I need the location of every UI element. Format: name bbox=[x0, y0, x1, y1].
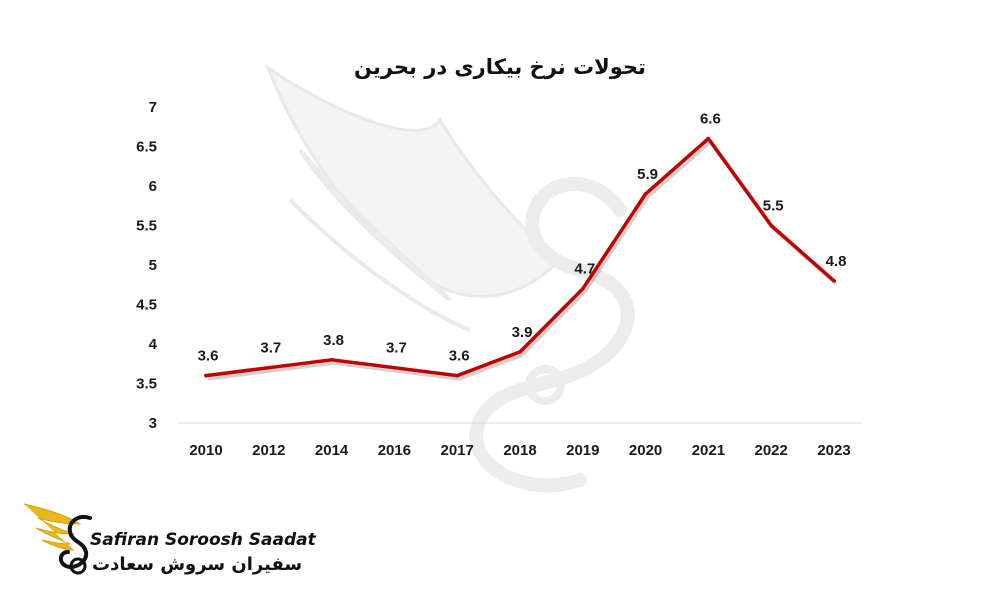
data-label: 4.8 bbox=[826, 253, 847, 270]
watermark-bird-icon bbox=[264, 64, 635, 493]
data-label: 5.9 bbox=[637, 166, 658, 183]
x-tick-label: 2019 bbox=[566, 442, 599, 459]
data-label: 6.6 bbox=[700, 111, 721, 128]
x-tick-label: 2020 bbox=[629, 442, 662, 459]
y-tick-label: 5.5 bbox=[136, 218, 157, 235]
data-label: 3.7 bbox=[386, 340, 407, 357]
data-point bbox=[455, 373, 460, 378]
x-tick-label: 2022 bbox=[755, 442, 788, 459]
x-tick-label: 2012 bbox=[252, 442, 285, 459]
y-tick-label: 7 bbox=[149, 99, 157, 116]
data-point bbox=[329, 358, 334, 362]
x-tick-label: 2014 bbox=[315, 442, 349, 459]
x-tick-label: 2018 bbox=[503, 442, 536, 459]
y-tick-label: 3.5 bbox=[136, 376, 157, 393]
data-point bbox=[832, 279, 836, 283]
data-label: 5.5 bbox=[763, 198, 784, 215]
phoenix-logo-icon bbox=[23, 503, 92, 575]
y-tick-label: 6.5 bbox=[136, 139, 157, 156]
y-tick-label: 3 bbox=[149, 415, 157, 432]
x-tick-label: 2021 bbox=[692, 442, 725, 459]
data-point bbox=[643, 192, 648, 196]
data-point bbox=[769, 223, 773, 228]
data-labels: 3.6 3.7 3.8 3.7 3.6 3.9 4.7 5.9 6.6 5.5 4.8 bbox=[198, 111, 847, 365]
x-tick-label: 2017 bbox=[441, 442, 474, 459]
data-label: 3.8 bbox=[323, 332, 344, 349]
x-tick-label: 2016 bbox=[378, 442, 411, 459]
brand-name-fa: سفیران سروش سعادت bbox=[92, 554, 303, 575]
y-tick-label: 6 bbox=[149, 178, 157, 195]
x-tick-label: 2010 bbox=[189, 442, 222, 459]
data-point bbox=[392, 365, 397, 370]
data-point bbox=[581, 286, 585, 291]
brand-logo: Safiran Soroosh Saadat سفیران سروش سعادت bbox=[22, 496, 316, 586]
data-point bbox=[267, 365, 271, 370]
brand-name-en: Safiran Soroosh Saadat bbox=[90, 530, 316, 550]
y-tick-label: 5 bbox=[149, 257, 157, 274]
data-label: 4.7 bbox=[574, 261, 595, 278]
y-axis-ticks: 3 3.5 4 4.5 5 5.5 6 6.5 7 bbox=[136, 99, 158, 432]
y-tick-label: 4 bbox=[149, 336, 158, 353]
data-point bbox=[518, 350, 522, 354]
data-label: 3.6 bbox=[198, 348, 219, 365]
data-label: 3.9 bbox=[512, 324, 533, 341]
data-point bbox=[204, 373, 208, 378]
x-axis-ticks: 2010 2012 2014 2016 2017 2018 2019 2020 2021 2022… bbox=[189, 442, 850, 459]
chart-title: تحولات نرخ بیکاری در بحرین bbox=[354, 55, 646, 79]
x-tick-label: 2023 bbox=[817, 442, 850, 459]
data-point bbox=[706, 136, 711, 141]
series-group bbox=[204, 136, 838, 381]
y-tick-label: 4.5 bbox=[136, 297, 157, 314]
data-label: 3.6 bbox=[449, 348, 470, 365]
data-label: 3.7 bbox=[260, 340, 281, 357]
